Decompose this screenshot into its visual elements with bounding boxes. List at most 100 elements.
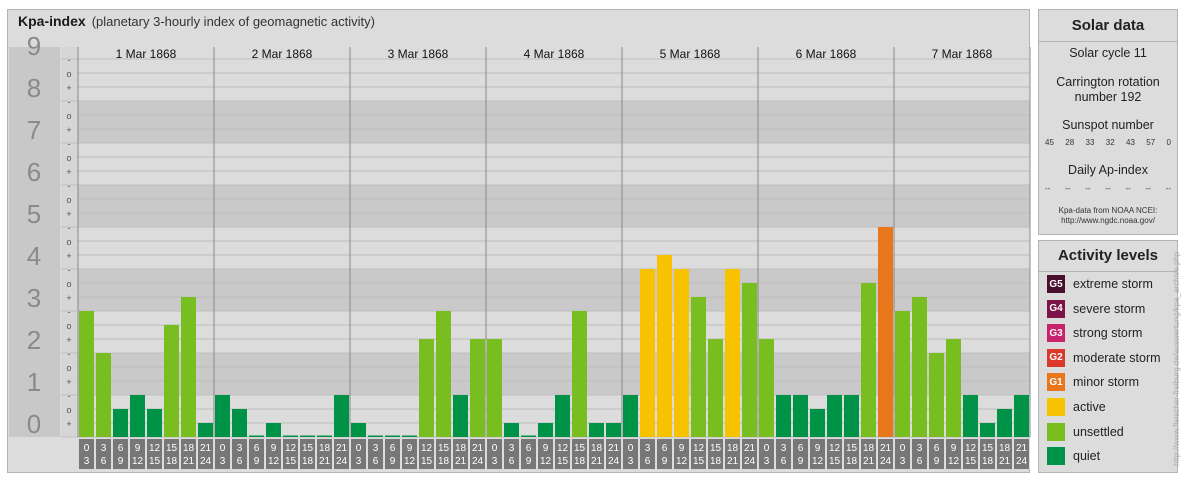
legend-label: extreme storm: [1073, 277, 1153, 291]
kp-bar: [708, 339, 723, 437]
interval-cell: [198, 439, 213, 469]
kp-bar: [419, 339, 434, 437]
kp-bar: [96, 353, 111, 437]
kp-bar: [589, 423, 604, 437]
ap-index-value-1: --: [1045, 184, 1051, 193]
band-5: [78, 185, 1030, 227]
sunspot-title: Sunspot number: [1062, 118, 1154, 132]
interval-cell: [861, 439, 876, 469]
interval-label: 21: [727, 456, 739, 467]
chart-subtitle: (planetary 3-hourly index of geomagnetic…: [91, 14, 375, 29]
kp-bar: [878, 227, 893, 437]
ap-index-title: Daily Ap-index: [1068, 163, 1148, 177]
interval-label: 6: [662, 443, 668, 454]
day-label: 5 Mar 1868: [660, 47, 721, 61]
day-label: 4 Mar 1868: [524, 47, 585, 61]
interval-cell: [657, 439, 672, 469]
kp-bar: [266, 423, 281, 437]
interval-cell: [946, 439, 961, 469]
kp-bar: [895, 311, 910, 437]
interval-cell: [725, 439, 740, 469]
legend-swatch: [1047, 422, 1065, 441]
sunspot-value-3: 33: [1085, 138, 1095, 147]
interval-label: 9: [407, 443, 413, 454]
interval-label: 3: [900, 456, 906, 467]
y-minor-label: +: [66, 419, 71, 429]
chart-title-main: Kpa-index: [18, 13, 86, 29]
interval-cell: [164, 439, 179, 469]
y-tick-label: 6: [27, 157, 41, 187]
y-minor-label: o: [66, 279, 71, 289]
interval-cell: [351, 439, 366, 469]
interval-cell: [283, 439, 298, 469]
day-label: 3 Mar 1868: [388, 47, 449, 61]
interval-label: 24: [744, 456, 756, 467]
interval-cell: [691, 439, 706, 469]
interval-label: 0: [220, 443, 226, 454]
interval-label: 0: [492, 443, 498, 454]
interval-label: 15: [557, 456, 569, 467]
band-4: [78, 227, 1030, 269]
kp-bar: [827, 395, 842, 437]
y-tick-label: 2: [27, 325, 41, 355]
interval-label: 6: [917, 456, 923, 467]
interval-label: 18: [455, 443, 467, 454]
kp-bar: [810, 408, 825, 437]
legend-item-quiet: quiet: [1047, 446, 1100, 466]
kp-bar: [181, 297, 196, 437]
kp-bar: [487, 339, 502, 437]
interval-cell: [640, 439, 655, 469]
ap-index-values: -- -- -- -- -- -- --: [1045, 184, 1171, 193]
interval-label: 21: [591, 456, 603, 467]
interval-label: 24: [880, 456, 892, 467]
solar-data-title: Solar data: [1039, 17, 1177, 42]
interval-label: 21: [183, 456, 195, 467]
kp-bar: [436, 311, 451, 437]
interval-label: 21: [880, 443, 892, 454]
interval-cell: [300, 439, 315, 469]
interval-label: 18: [710, 456, 722, 467]
interval-label: 15: [710, 443, 722, 454]
kp-bar: [232, 408, 247, 437]
kp-bar: [317, 435, 332, 437]
interval-label: 3: [628, 456, 634, 467]
y-minor-label: -: [68, 265, 71, 275]
interval-label: 12: [404, 456, 416, 467]
interval-cell: [844, 439, 859, 469]
interval-label: 3: [101, 443, 107, 454]
interval-label: 18: [438, 456, 450, 467]
source-line2: http://www.ngdc.noaa.gov/: [1061, 216, 1155, 225]
y-tick-label: 0: [27, 409, 41, 439]
interval-label: 12: [285, 443, 297, 454]
y-minor-label: o: [66, 363, 71, 373]
interval-cell: [470, 439, 485, 469]
interval-cell: [606, 439, 621, 469]
kp-bar: [402, 435, 417, 437]
sunspot-value-6: 57: [1146, 138, 1156, 147]
band-7: [78, 101, 1030, 143]
interval-label: 21: [336, 443, 348, 454]
interval-cell: [538, 439, 553, 469]
interval-label: 12: [676, 456, 688, 467]
interval-cell: [810, 439, 825, 469]
y-minor-label: o: [66, 111, 71, 121]
legend-item-extreme-storm: G5 extreme storm: [1047, 274, 1153, 294]
legend-label: minor storm: [1073, 375, 1139, 390]
legend-item-unsettled: unsettled: [1047, 422, 1124, 442]
legend-item-active: active: [1047, 397, 1106, 417]
ap-index-value-7: --: [1165, 184, 1171, 193]
sunspot-value-5: 43: [1126, 138, 1135, 147]
y-minor-label: o: [66, 153, 71, 163]
interval-label: 6: [509, 456, 515, 467]
kp-bar: [606, 423, 621, 437]
interval-label: 3: [781, 443, 787, 454]
y-minor-label: +: [66, 251, 71, 261]
interval-label: 12: [268, 456, 280, 467]
interval-cell: [521, 439, 536, 469]
interval-label: 0: [356, 443, 362, 454]
source-line1: Kpa-data from NOAA NCEI:: [1058, 206, 1158, 215]
y-axis-column: [9, 47, 60, 437]
legend-item-severe-storm: G4 severe storm: [1047, 299, 1145, 319]
interval-label: 15: [285, 456, 297, 467]
interval-cell: [402, 439, 417, 469]
